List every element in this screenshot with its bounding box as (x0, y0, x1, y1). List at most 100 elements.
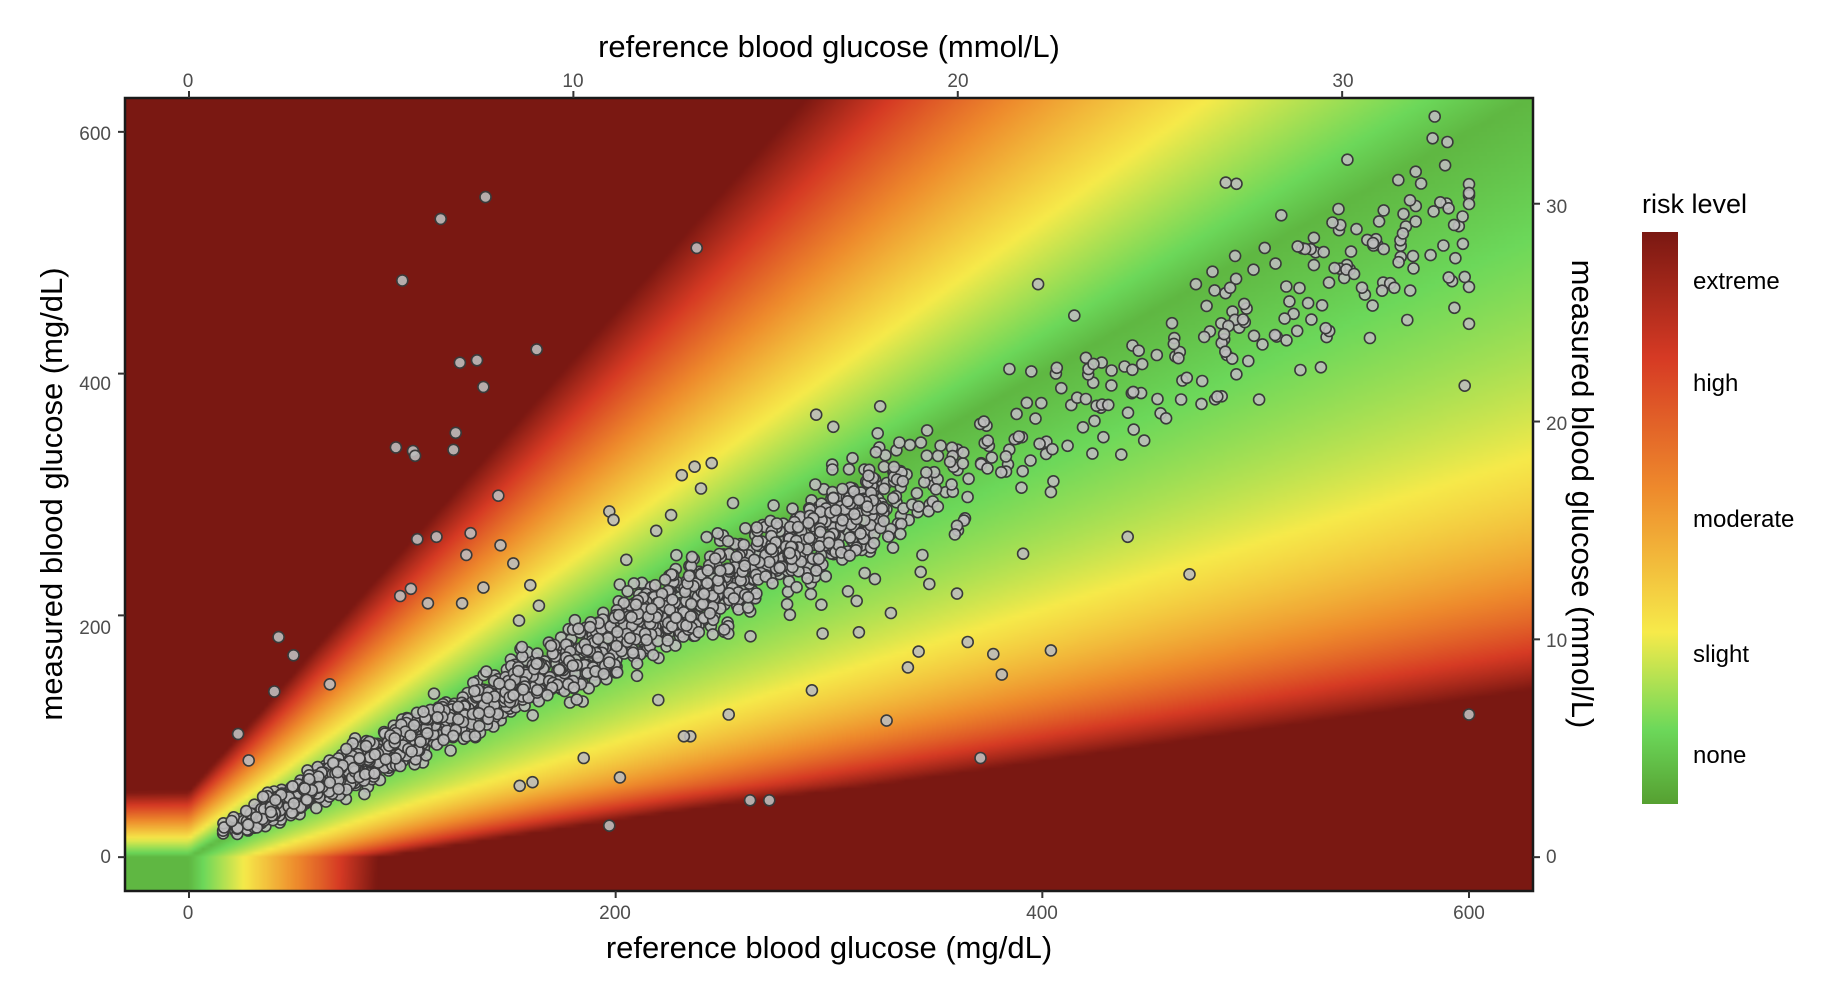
data-point (1195, 374, 1209, 388)
data-point (225, 814, 238, 828)
data-point (929, 482, 943, 496)
data-point (1294, 363, 1307, 377)
data-point (1397, 207, 1410, 221)
data-point (610, 665, 624, 679)
data-point (512, 664, 525, 678)
data-point (231, 727, 245, 741)
data-point (437, 733, 450, 747)
data-point (1029, 412, 1042, 425)
x2-tick-label: 0 (183, 71, 194, 92)
data-point (1097, 430, 1110, 444)
data-point (706, 628, 720, 641)
data-point (464, 526, 477, 540)
data-point (697, 587, 711, 601)
data-point (829, 503, 843, 517)
data-point (912, 645, 925, 658)
data-point (1315, 298, 1329, 312)
data-point (404, 729, 417, 742)
data-point (1275, 209, 1288, 222)
data-point (1121, 530, 1134, 544)
data-point (455, 596, 469, 610)
data-point (526, 708, 540, 722)
data-point (661, 634, 675, 647)
legend-title: risk level (1642, 189, 1747, 219)
data-point (1280, 280, 1293, 293)
data-point (1456, 210, 1469, 223)
data-point (1137, 434, 1151, 447)
data-point (250, 810, 263, 824)
data-point (453, 356, 467, 370)
data-point (1392, 173, 1405, 187)
data-point (1003, 362, 1016, 376)
data-point (447, 443, 460, 457)
data-point (1206, 265, 1219, 279)
data-point (1441, 135, 1454, 149)
data-point (961, 490, 974, 504)
data-point (451, 700, 465, 714)
data-point (629, 598, 643, 611)
data-point (1197, 330, 1211, 344)
legend-label-none: none (1693, 742, 1746, 769)
data-point (884, 606, 898, 620)
data-point (694, 482, 708, 495)
data-point (1180, 371, 1194, 385)
data-point (985, 451, 999, 464)
data-point (468, 729, 482, 743)
data-point (1462, 186, 1476, 200)
x2-axis-title: reference blood glucose (mmol/L) (598, 29, 1060, 64)
data-point (526, 775, 539, 789)
data-point (1012, 430, 1026, 443)
data-point (896, 474, 910, 488)
y2-axis-title: measured blood glucose (mmol/L) (1565, 260, 1600, 729)
data-point (1407, 262, 1420, 275)
data-point (1409, 215, 1422, 228)
data-point (1015, 481, 1028, 495)
data-point (717, 623, 731, 636)
data-point (1252, 393, 1266, 406)
data-point (1403, 194, 1417, 207)
data-point (607, 513, 620, 527)
data-point (1375, 284, 1389, 298)
data-point (1258, 241, 1271, 255)
data-point (591, 650, 605, 664)
data-point (1135, 357, 1149, 371)
data-point (395, 274, 409, 287)
y-tick-label: 0 (100, 847, 111, 868)
data-point (690, 241, 704, 255)
data-point (912, 500, 925, 513)
data-point (1087, 357, 1100, 371)
data-point (648, 578, 662, 592)
data-point (506, 557, 520, 570)
data-point (1442, 202, 1455, 215)
data-point (675, 468, 689, 482)
data-point (1456, 237, 1470, 251)
data-point (1208, 284, 1221, 297)
scatter-points (216, 110, 1476, 841)
data-point (802, 516, 815, 530)
data-point (914, 565, 928, 579)
data-point (836, 513, 849, 527)
data-point (1050, 361, 1064, 375)
data-point (1442, 271, 1455, 284)
data-point (766, 576, 779, 590)
data-point (780, 597, 794, 611)
data-point (472, 706, 486, 720)
data-point (1305, 313, 1318, 326)
data-point (1076, 420, 1090, 434)
data-point (1126, 385, 1140, 399)
data-point (666, 593, 679, 607)
data-point (956, 446, 970, 459)
data-point (368, 748, 382, 761)
y2-tick-label: 10 (1546, 631, 1567, 652)
data-point (408, 449, 422, 463)
data-point (1247, 263, 1260, 277)
data-point (1086, 447, 1099, 460)
data-point (410, 532, 424, 546)
data-point (705, 456, 719, 470)
data-point (630, 669, 644, 683)
data-point (1020, 396, 1034, 410)
data-point (523, 578, 537, 592)
data-point (1172, 351, 1185, 365)
data-point (950, 587, 964, 600)
data-point (570, 693, 584, 706)
